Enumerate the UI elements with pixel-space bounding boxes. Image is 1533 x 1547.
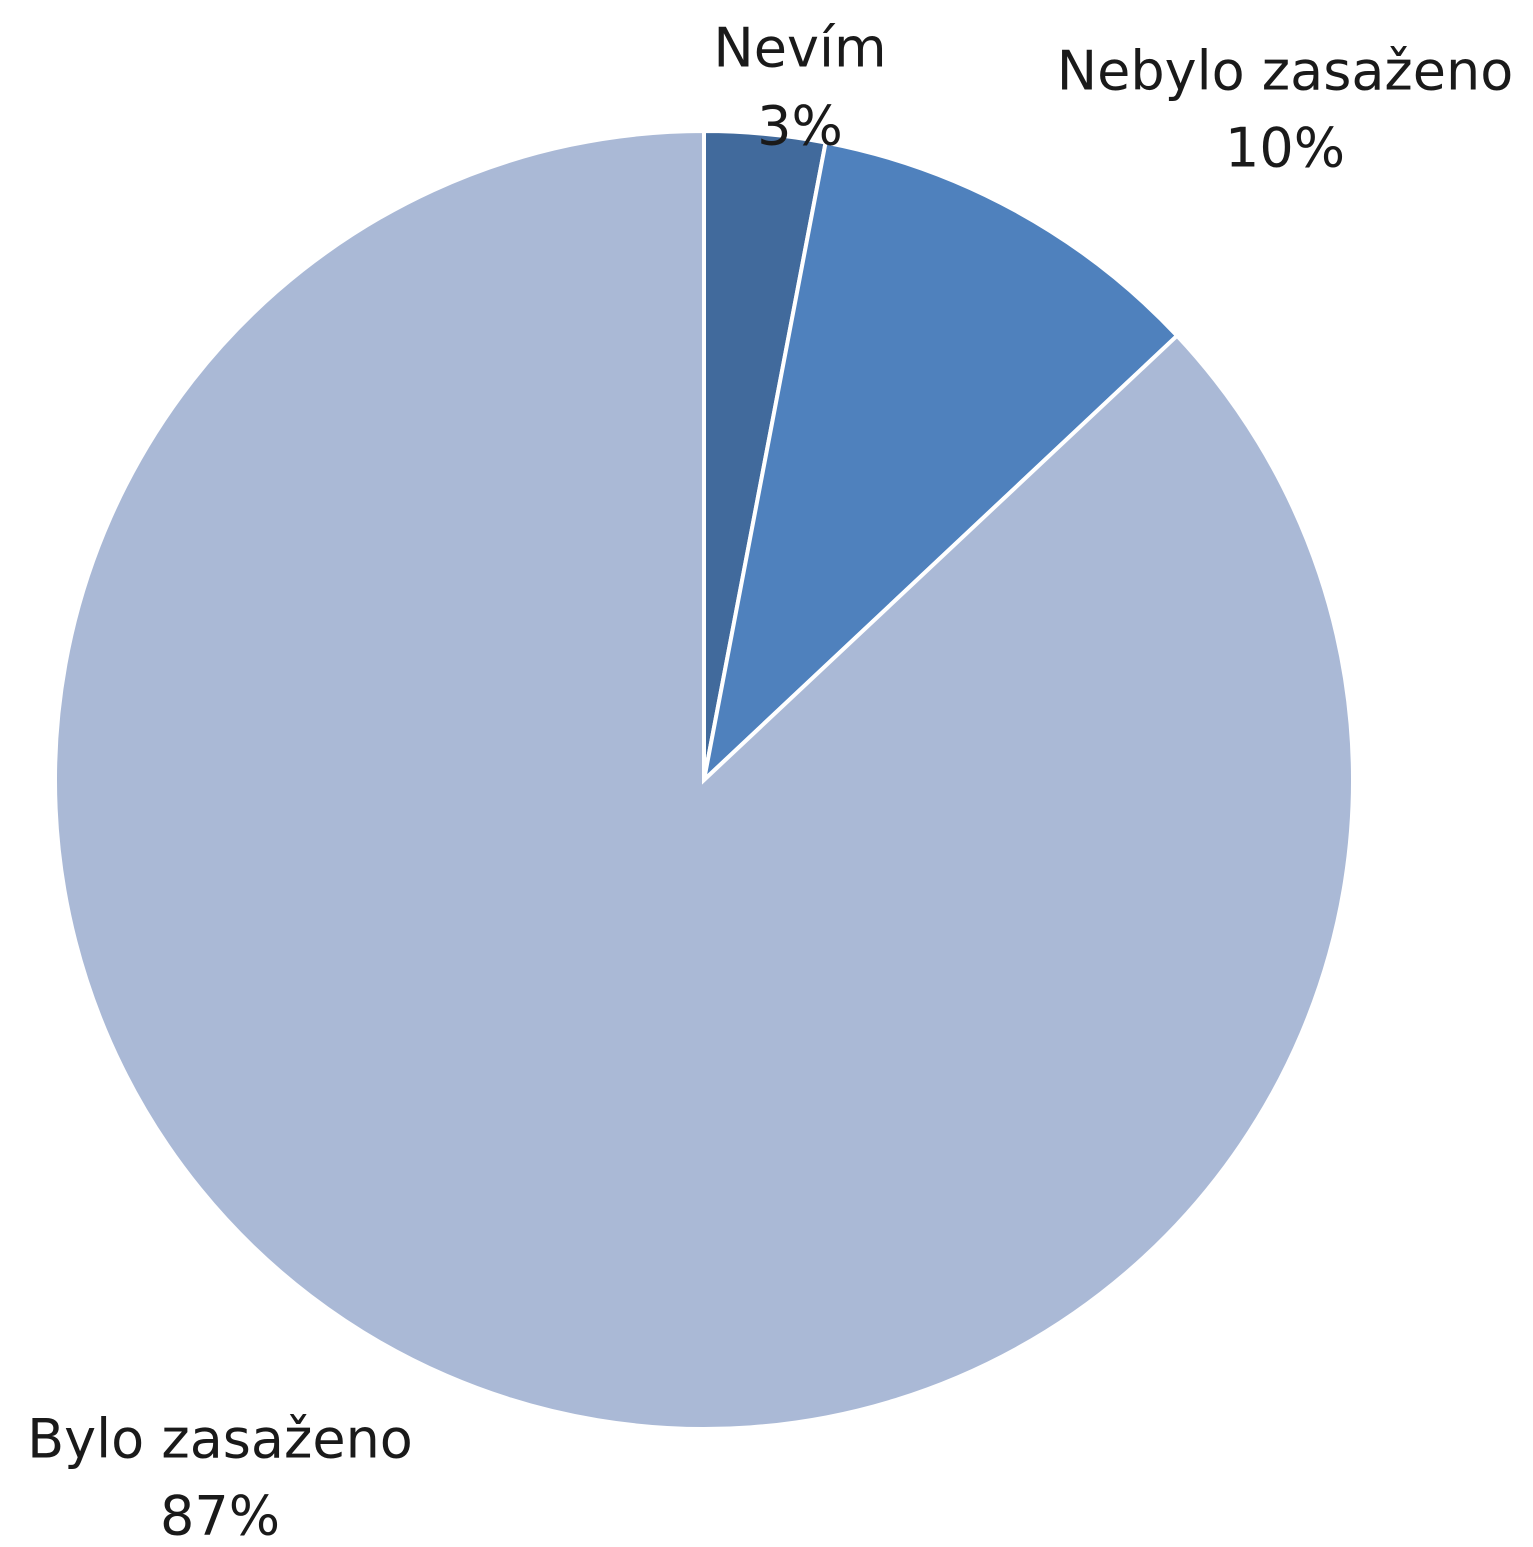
slice-label: Bylo zasaženo	[27, 1408, 413, 1471]
slice-value-label: 3%	[757, 95, 843, 158]
slice-value-label: 10%	[1225, 117, 1345, 180]
slice-label: Nebylo zasaženo	[1057, 40, 1514, 103]
slice-label: Nevím	[713, 17, 886, 80]
pie-slice	[53, 128, 1355, 1431]
slice-value-label: 87%	[160, 1485, 280, 1547]
pie-slice	[700, 140, 1180, 786]
